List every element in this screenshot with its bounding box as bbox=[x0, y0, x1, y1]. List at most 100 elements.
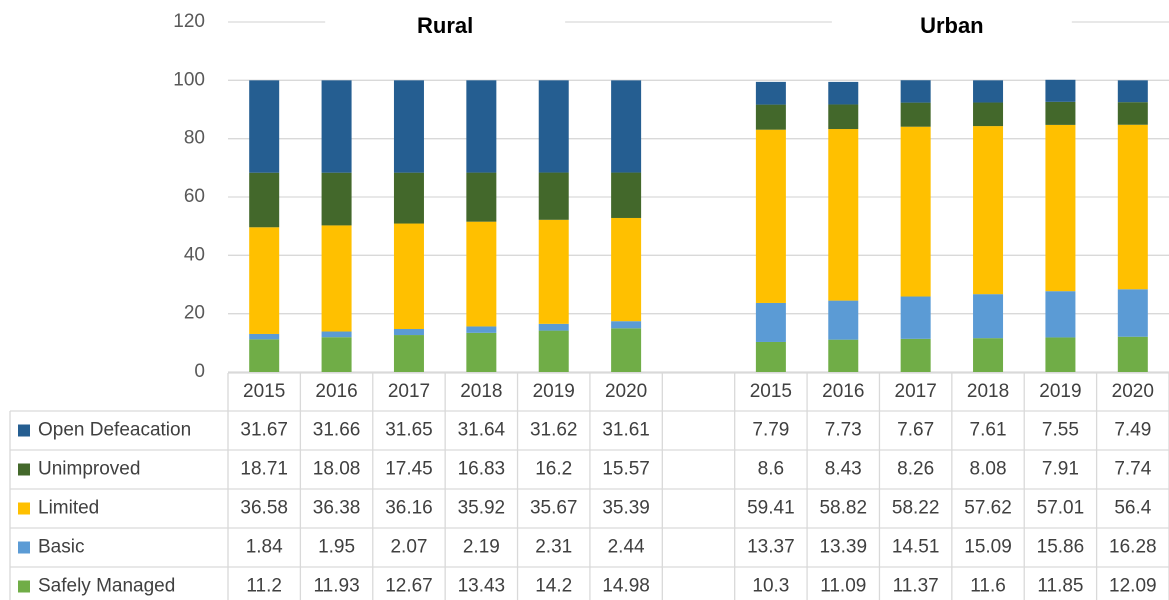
bar-segment bbox=[1045, 291, 1076, 338]
bar-segment bbox=[466, 221, 497, 327]
legend-swatch bbox=[18, 580, 30, 593]
table-value: 10.3 bbox=[752, 576, 789, 597]
bar-segment bbox=[1045, 124, 1076, 292]
bar-segment bbox=[900, 296, 931, 339]
x-tick-label: 2017 bbox=[388, 381, 430, 402]
table-value: 56.4 bbox=[1114, 498, 1151, 519]
bar-segment bbox=[973, 294, 1004, 339]
legend-label: Open Defeacation bbox=[38, 420, 191, 441]
table-value: 11.09 bbox=[820, 576, 866, 597]
bar-segment bbox=[755, 104, 786, 130]
x-tick-label: 2016 bbox=[822, 381, 864, 402]
bar-segment bbox=[249, 339, 280, 372]
bar-segment bbox=[755, 302, 786, 342]
bar-segment bbox=[321, 80, 352, 173]
table-value: 36.38 bbox=[313, 498, 361, 519]
table-value: 7.74 bbox=[1114, 459, 1151, 480]
table-value: 8.26 bbox=[897, 459, 934, 480]
table-value: 7.91 bbox=[1042, 459, 1079, 480]
bar-segment bbox=[973, 80, 1004, 103]
x-tick-label: 2020 bbox=[1112, 381, 1154, 402]
table-value: 8.6 bbox=[758, 459, 784, 480]
bar-segment bbox=[973, 126, 1004, 295]
table-value: 35.67 bbox=[530, 498, 578, 519]
table-value: 36.58 bbox=[240, 498, 288, 519]
bar-segment bbox=[321, 331, 352, 338]
table-value: 31.65 bbox=[385, 420, 433, 441]
legend-label: Limited bbox=[38, 498, 99, 519]
table-value: 11.37 bbox=[893, 576, 939, 597]
table-value: 36.16 bbox=[385, 498, 433, 519]
bar-segment bbox=[538, 219, 569, 324]
table-value: 35.39 bbox=[602, 498, 650, 519]
bar-segment bbox=[1117, 289, 1148, 337]
bar-segment bbox=[755, 341, 786, 372]
table-value: 15.86 bbox=[1037, 537, 1085, 558]
legend-swatch bbox=[18, 502, 30, 515]
table-value: 16.83 bbox=[458, 459, 506, 480]
bar-segment bbox=[393, 329, 424, 336]
bar-segment bbox=[538, 330, 569, 372]
table-value: 18.71 bbox=[240, 459, 288, 480]
bar-segment bbox=[249, 227, 280, 334]
table-value: 58.82 bbox=[819, 498, 867, 519]
bar-segment bbox=[900, 126, 931, 297]
bar-segment bbox=[1045, 337, 1076, 372]
x-tick-label: 2020 bbox=[605, 381, 647, 402]
legend-swatch bbox=[18, 541, 30, 554]
table-value: 31.64 bbox=[458, 420, 506, 441]
y-tick-label: 40 bbox=[184, 244, 205, 265]
bar-segment bbox=[538, 172, 569, 220]
bar-segment bbox=[1117, 336, 1148, 372]
bar-segment bbox=[611, 80, 642, 173]
bar-segment bbox=[466, 172, 497, 222]
table-value: 11.85 bbox=[1037, 576, 1083, 597]
table-value: 58.22 bbox=[892, 498, 940, 519]
y-tick-label: 120 bbox=[173, 11, 205, 32]
table-value: 7.49 bbox=[1114, 420, 1151, 441]
table-value: 18.08 bbox=[313, 459, 361, 480]
bar-segment bbox=[900, 338, 931, 372]
legend-swatch bbox=[18, 463, 30, 476]
bar-segment bbox=[1045, 79, 1076, 102]
bar-segment bbox=[755, 129, 786, 303]
title-background bbox=[325, 6, 566, 38]
bar-segment bbox=[973, 102, 1004, 127]
bar-segment bbox=[900, 102, 931, 127]
table-value: 57.01 bbox=[1037, 498, 1085, 519]
bar-segment bbox=[466, 326, 497, 333]
table-value: 7.55 bbox=[1042, 420, 1079, 441]
table-value: 7.79 bbox=[752, 420, 789, 441]
legend-swatch bbox=[18, 424, 30, 437]
legend-label: Safely Managed bbox=[38, 576, 175, 597]
table-value: 15.57 bbox=[602, 459, 650, 480]
bar-segment bbox=[828, 129, 859, 301]
x-tick-label: 2018 bbox=[460, 381, 502, 402]
bar-segment bbox=[321, 337, 352, 372]
bar-segment bbox=[611, 172, 642, 218]
table-value: 1.84 bbox=[246, 537, 283, 558]
x-tick-label: 2015 bbox=[243, 381, 285, 402]
table-value: 2.44 bbox=[608, 537, 645, 558]
table-value: 13.43 bbox=[458, 576, 506, 597]
bar-segment bbox=[828, 300, 859, 340]
group-title: Urban bbox=[920, 13, 984, 38]
bar-segment bbox=[611, 321, 642, 329]
bar-segment bbox=[611, 217, 642, 322]
table-value: 7.73 bbox=[825, 420, 862, 441]
bar-segment bbox=[321, 225, 352, 332]
bar-segment bbox=[755, 81, 786, 105]
table-value: 13.39 bbox=[819, 537, 867, 558]
table-value: 11.6 bbox=[970, 576, 1006, 597]
x-tick-label: 2015 bbox=[750, 381, 792, 402]
bar-segment bbox=[973, 338, 1004, 372]
table-value: 11.93 bbox=[314, 576, 360, 597]
table-value: 59.41 bbox=[747, 498, 795, 519]
bar-segment bbox=[249, 172, 280, 228]
table-value: 13.37 bbox=[747, 537, 795, 558]
bar-segment bbox=[828, 339, 859, 372]
table-value: 1.95 bbox=[318, 537, 355, 558]
legend-label: Basic bbox=[38, 537, 84, 558]
